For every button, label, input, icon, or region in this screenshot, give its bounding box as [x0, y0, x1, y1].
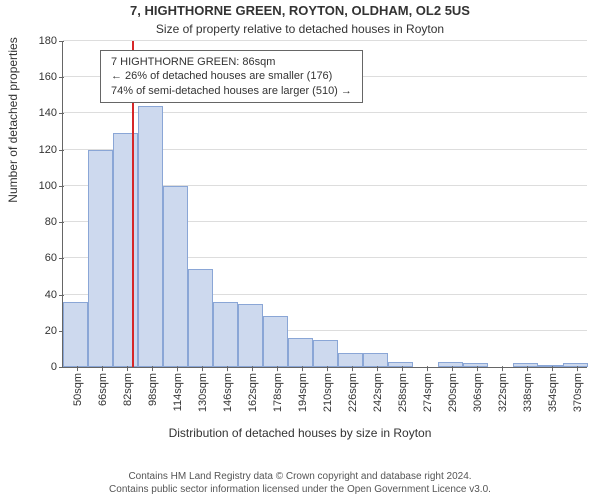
y-tick-label: 80	[45, 216, 63, 228]
x-tick-label: 146sqm	[222, 367, 234, 412]
histogram-bar	[213, 302, 238, 367]
histogram-bar	[188, 269, 213, 367]
x-tick-label: 162sqm	[247, 367, 259, 412]
x-tick-label: 114sqm	[172, 367, 184, 411]
histogram-bar	[63, 302, 88, 367]
y-tick-label: 60	[45, 252, 63, 264]
annotation-line3: 74% of semi-detached houses are larger (…	[111, 84, 352, 98]
histogram-bar	[363, 353, 388, 367]
x-tick-label: 354sqm	[547, 367, 559, 412]
y-tick-label: 0	[51, 361, 63, 373]
x-tick-label: 194sqm	[297, 367, 309, 412]
chart-subtitle: Size of property relative to detached ho…	[0, 22, 600, 36]
histogram-bar	[163, 186, 188, 367]
x-tick-label: 338sqm	[522, 367, 534, 412]
footer-line1: Contains HM Land Registry data © Crown c…	[0, 470, 600, 483]
x-tick-label: 370sqm	[572, 367, 584, 412]
annotation-box: 7 HIGHTHORNE GREEN: 86sqm ← 26% of detac…	[100, 50, 363, 103]
x-tick-label: 242sqm	[372, 367, 384, 412]
footer-line2: Contains public sector information licen…	[0, 483, 600, 496]
y-tick-label: 120	[39, 144, 63, 156]
annotation-line2: ← 26% of detached houses are smaller (17…	[111, 69, 352, 83]
x-tick-label: 226sqm	[347, 367, 359, 412]
y-tick-label: 40	[45, 289, 63, 301]
x-tick-label: 258sqm	[397, 367, 409, 412]
x-tick-label: 50sqm	[72, 367, 84, 406]
histogram-bar	[313, 340, 338, 367]
footer-attribution: Contains HM Land Registry data © Crown c…	[0, 470, 600, 496]
x-tick-label: 66sqm	[97, 367, 109, 406]
x-tick-label: 130sqm	[197, 367, 209, 412]
histogram-bar	[338, 353, 363, 367]
x-tick-label: 274sqm	[422, 367, 434, 412]
histogram-bar	[238, 304, 263, 367]
histogram-bar	[263, 316, 288, 367]
histogram-bar	[113, 133, 138, 367]
x-axis-label: Distribution of detached houses by size …	[0, 426, 600, 440]
y-tick-label: 160	[39, 71, 63, 83]
x-tick-label: 290sqm	[447, 367, 459, 412]
annotation-line1: 7 HIGHTHORNE GREEN: 86sqm	[111, 55, 352, 69]
histogram-bar	[288, 338, 313, 367]
y-tick-label: 100	[39, 180, 63, 192]
x-tick-label: 82sqm	[122, 367, 134, 406]
y-tick-label: 140	[39, 107, 63, 119]
gridline	[63, 40, 587, 41]
y-tick-label: 180	[39, 35, 63, 47]
y-tick-label: 20	[45, 325, 63, 337]
x-tick-label: 210sqm	[322, 367, 334, 412]
x-tick-label: 178sqm	[272, 367, 284, 412]
x-tick-label: 98sqm	[147, 367, 159, 406]
histogram-bar	[138, 106, 163, 367]
chart-title-address: 7, HIGHTHORNE GREEN, ROYTON, OLDHAM, OL2…	[0, 3, 600, 18]
histogram-bar	[88, 150, 113, 367]
y-axis-label: Number of detached properties	[6, 0, 26, 370]
x-tick-label: 306sqm	[472, 367, 484, 412]
x-tick-label: 322sqm	[497, 367, 509, 412]
